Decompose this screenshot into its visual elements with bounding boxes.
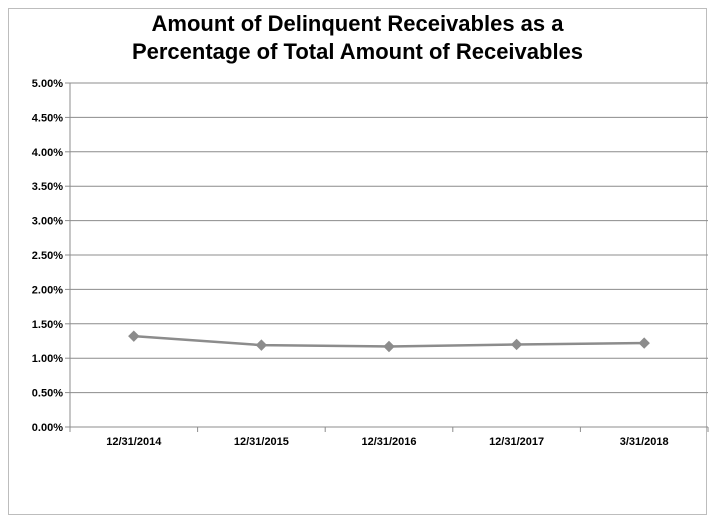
y-tick-label: 4.50% xyxy=(32,112,63,124)
y-tick-label: 1.00% xyxy=(32,353,63,365)
series-line xyxy=(128,330,650,353)
y-tick-labels: 0.00% 0.50% 1.00% 1.50% 2.00% 2.50% 3.00% 3.50%… xyxy=(32,78,63,434)
x-tick-label: 12/31/2015 xyxy=(234,436,289,448)
data-point-marker xyxy=(638,337,650,349)
y-tick-label: 2.00% xyxy=(32,284,63,296)
y-tick-label: 0.50% xyxy=(32,388,63,400)
data-point-marker xyxy=(255,339,268,351)
y-tick-label: 3.50% xyxy=(32,181,63,193)
x-tick-label: 12/31/2014 xyxy=(106,436,162,448)
y-tick-label: 3.00% xyxy=(32,216,63,228)
x-tick-label: 3/31/2018 xyxy=(620,436,669,448)
y-tick-label: 1.50% xyxy=(32,319,63,331)
data-point-marker xyxy=(510,338,523,351)
x-tick-label: 12/31/2016 xyxy=(361,436,416,448)
data-point-marker xyxy=(383,340,395,353)
x-tick-labels: 12/31/2014 12/31/2015 12/31/2016 12/31/2017… xyxy=(106,436,668,448)
axes xyxy=(65,82,709,432)
x-tick-label: 12/31/2017 xyxy=(489,436,544,448)
gridlines xyxy=(70,82,708,394)
y-tick-label: 5.00% xyxy=(32,78,63,90)
chart-frame xyxy=(8,8,707,515)
y-tick-label: 2.50% xyxy=(32,250,63,262)
chart-title: Amount of Delinquent Receivables as a Pe… xyxy=(131,11,584,64)
y-tick-label: 4.00% xyxy=(32,147,63,159)
y-tick-label: 0.00% xyxy=(32,422,63,434)
data-point-marker xyxy=(128,330,140,342)
